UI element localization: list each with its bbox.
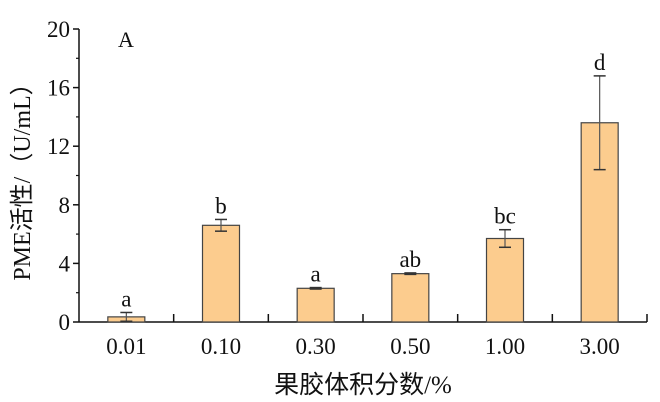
bar-0.10 — [201, 224, 241, 323]
y-tick-label: 0 — [59, 310, 71, 335]
significance-letter: d — [594, 50, 606, 75]
significance-letter: a — [311, 262, 321, 287]
y-tick-label: 8 — [59, 193, 71, 218]
x-tick-label: 0.30 — [296, 334, 336, 359]
y-tick-label: 20 — [47, 17, 70, 42]
significance-letter: ab — [399, 247, 421, 272]
x-tick-label: 0.01 — [106, 334, 146, 359]
bar-1.00 — [485, 237, 525, 323]
x-tick-label: 1.00 — [485, 334, 525, 359]
significance-letter: bc — [494, 204, 516, 229]
bar-0.50 — [391, 273, 430, 323]
x-tick-label: 0.10 — [201, 334, 241, 359]
y-tick-label: 4 — [59, 251, 71, 276]
significance-letter: b — [215, 193, 227, 218]
axes: 0 4 8 12 16 20 0.01 0.10 0.30 0.50 1.00 3.00 — [47, 17, 648, 359]
panel-label: A — [118, 27, 134, 52]
x-tick-label: 3.00 — [580, 334, 620, 359]
y-tick-label: 12 — [47, 134, 70, 159]
y-axis-label: PME活性/（U/mL） — [9, 71, 36, 280]
x-axis-label: 果胶体积分数/% — [274, 371, 452, 399]
x-tick-label: 0.50 — [390, 334, 430, 359]
significance-letter: a — [121, 286, 131, 311]
bar-0.30 — [296, 287, 335, 323]
y-tick-label: 16 — [47, 76, 70, 101]
